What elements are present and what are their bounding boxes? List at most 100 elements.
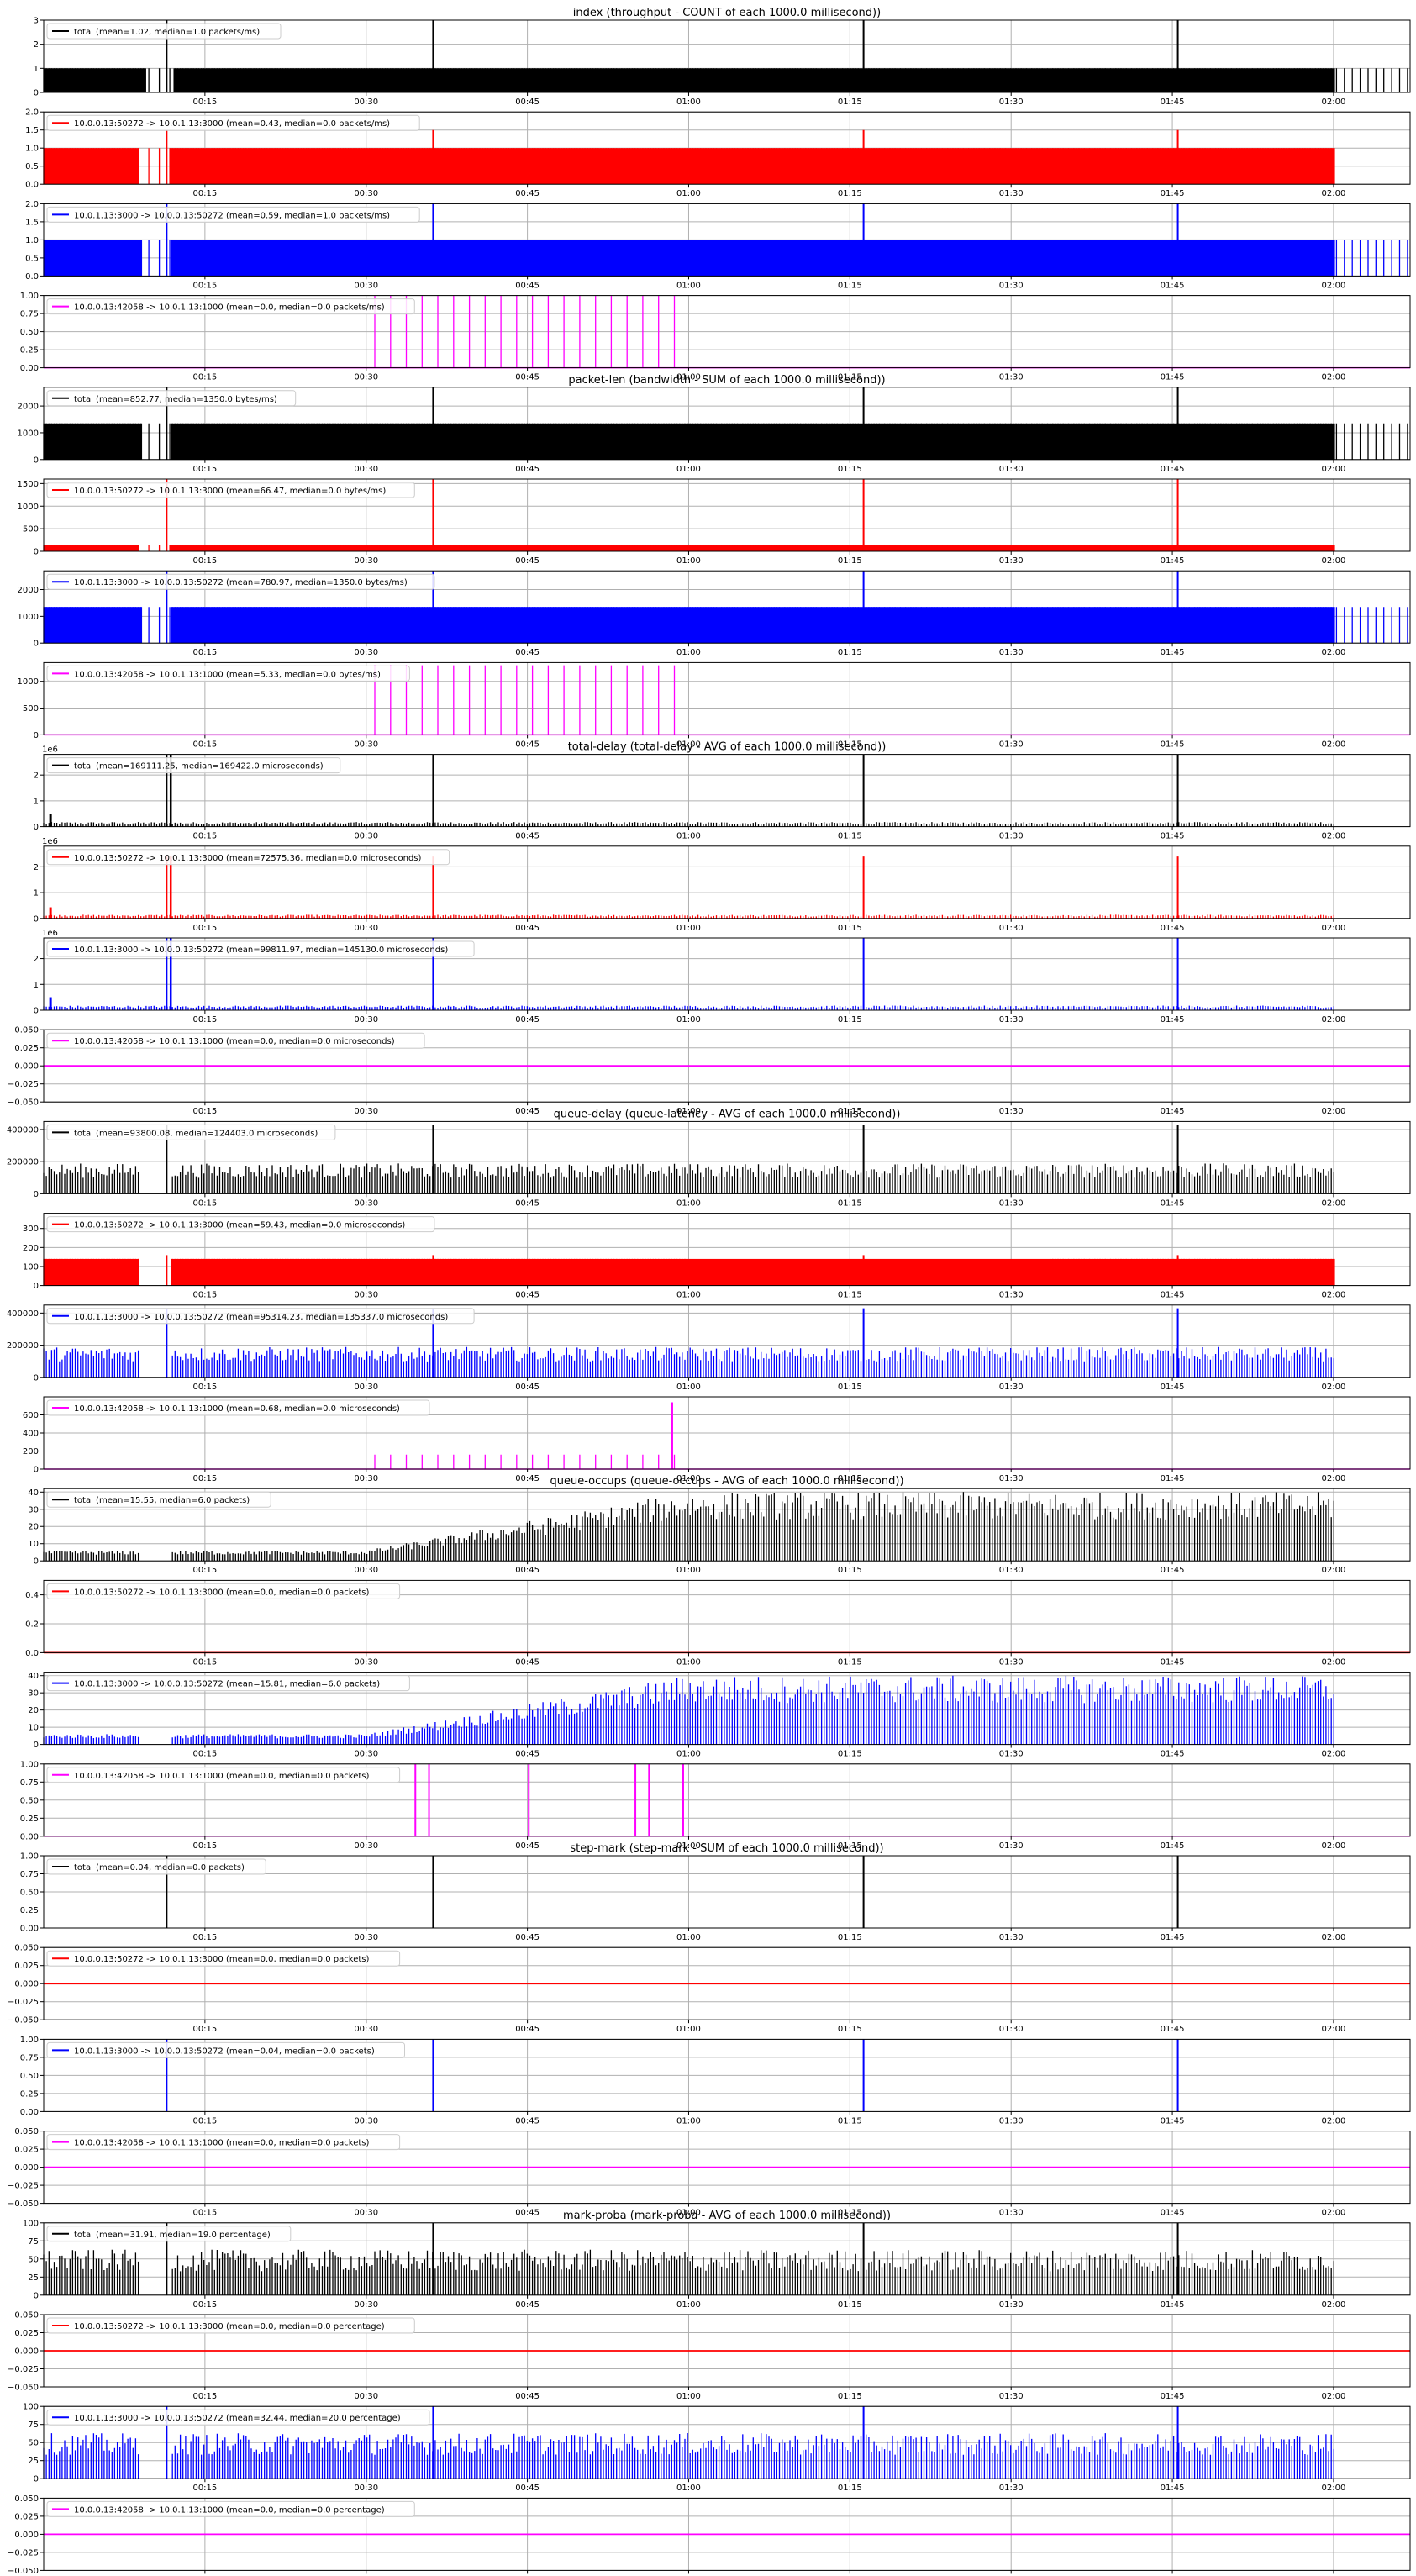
legend-label: 10.0.0.13:42058 -> 10.0.1.13:1000 (mean=… [74, 1037, 395, 1046]
x-tick-label: 01:45 [1161, 2484, 1185, 2493]
x-tick-label: 02:00 [1322, 189, 1346, 198]
x-tick-label: 01:30 [999, 1291, 1024, 1300]
plot-frame [43, 1946, 1411, 2020]
y-tick-label: 1 [34, 797, 39, 806]
subplot-title: index (throughput - COUNT of each 1000.0… [573, 7, 881, 19]
series-area [169, 148, 1335, 185]
y-tick-label: 2.0 [25, 108, 39, 118]
legend-label: 10.0.0.13:50272 -> 10.0.1.13:3000 (mean=… [74, 1955, 369, 1964]
x-tick-label: 02:00 [1322, 1291, 1346, 1300]
x-tick-label: 01:30 [999, 2484, 1024, 2493]
x-tick-label: 01:00 [676, 2209, 701, 2218]
x-tick-label: 00:45 [515, 373, 540, 382]
x-tick-label: 00:45 [515, 1015, 540, 1025]
y-tick-label: −0.050 [8, 2567, 39, 2576]
y-offset-text: 1e6 [42, 745, 58, 755]
x-tick-label: 01:30 [999, 648, 1024, 657]
x-tick-label: 01:00 [676, 740, 701, 749]
legend-label: 10.0.1.13:3000 -> 10.0.0.13:50272 (mean=… [74, 2414, 401, 2423]
x-tick-label: 01:15 [838, 1933, 862, 1942]
x-tick-label: 01:45 [1161, 2209, 1185, 2218]
x-tick-label: 01:45 [1161, 1107, 1185, 1116]
subplot-title: mark-proba (mark-proba - AVG of each 100… [563, 2210, 891, 2222]
y-tick-label: 100 [23, 1262, 39, 1272]
plot-frame [43, 2222, 1411, 2296]
x-tick-label: 00:15 [192, 832, 217, 841]
x-tick-label: 01:00 [676, 2392, 701, 2401]
plot-frame [43, 2131, 1411, 2205]
x-tick-label: 01:15 [838, 2300, 862, 2310]
legend: 10.0.0.13:50272 -> 10.0.1.13:3000 (mean=… [46, 1950, 401, 1967]
series-area [169, 545, 1335, 551]
plot-frame [43, 937, 1411, 1011]
y-tick-label: 400000 [7, 1125, 39, 1135]
y-tick-label: 0.025 [14, 1962, 39, 1971]
subplot-8: 0 1 2 00:15 00:30 00:45 01:00 01:15 01:30 01:45 02… [34, 741, 1411, 841]
y-tick-label: 0.50 [20, 1889, 39, 1898]
plot-frame [43, 754, 1411, 828]
x-tick-label: 00:15 [192, 1015, 217, 1025]
x-tick-label: 00:15 [192, 2300, 217, 2310]
x-tick-label: 00:45 [515, 740, 540, 749]
x-tick-label: 00:45 [515, 1933, 540, 1942]
subplot-26: 0 25 50 75 100 00:15 00:30 00:45 01:00 01:15 01:30… [23, 2403, 1411, 2493]
legend: total (mean=31.91, median=19.0 percentag… [46, 2226, 292, 2242]
x-tick-label: 02:00 [1322, 465, 1346, 474]
x-tick-label: 01:15 [838, 740, 862, 749]
x-tick-label: 00:30 [354, 556, 378, 566]
legend-label: 10.0.0.13:42058 -> 10.0.1.13:1000 (mean=… [74, 2505, 385, 2515]
subplot-9: 0 1 2 00:15 00:30 00:45 01:00 01:15 01:30 01:45 02… [34, 837, 1411, 933]
x-tick-label: 00:45 [515, 189, 540, 198]
x-tick-label: 02:00 [1322, 1107, 1346, 1116]
legend: total (mean=1.02, median=1.0 packets/ms) [46, 23, 282, 40]
x-tick-label: 01:00 [676, 2300, 701, 2310]
legend-label: 10.0.0.13:42058 -> 10.0.1.13:1000 (mean=… [74, 1404, 400, 1414]
subplot-15: 0 200 400 600 00:15 00:30 00:45 01:00 01:15 01:30… [23, 1396, 1411, 1483]
legend-box [46, 1124, 336, 1140]
x-tick-label: 01:15 [838, 1015, 862, 1025]
y-tick-label: −0.025 [8, 1998, 39, 2007]
y-tick-label: 0.025 [14, 2146, 39, 2155]
legend-label: total (mean=31.91, median=19.0 percentag… [74, 2231, 271, 2240]
x-tick-label: 00:45 [515, 832, 540, 841]
x-tick-label: 00:15 [192, 648, 217, 657]
x-tick-label: 01:15 [838, 97, 862, 107]
x-tick-label: 01:30 [999, 1657, 1024, 1667]
x-tick-label: 01:45 [1161, 1383, 1185, 1392]
legend-box [46, 23, 282, 40]
y-tick-label: 40 [28, 1672, 39, 1681]
x-tick-label: 00:15 [192, 1750, 217, 1759]
x-tick-label: 00:45 [515, 2116, 540, 2126]
legend-box [46, 390, 297, 407]
x-tick-label: 00:15 [192, 1291, 217, 1300]
legend: 10.0.1.13:3000 -> 10.0.0.13:50272 (mean=… [46, 573, 435, 590]
plot-frame [43, 19, 1411, 93]
y-offset-text: 1e6 [42, 837, 58, 846]
plot-frame [43, 478, 1411, 552]
x-tick-label: 00:45 [515, 2484, 540, 2493]
series-bars [374, 295, 676, 368]
x-tick-label: 01:45 [1161, 2116, 1185, 2126]
x-tick-label: 01:00 [676, 1015, 701, 1025]
x-tick-label: 00:15 [192, 1474, 217, 1483]
y-tick-label: 50 [28, 2439, 39, 2448]
x-tick-label: 01:45 [1161, 1198, 1185, 1208]
x-tick-label: 00:15 [192, 1933, 217, 1942]
x-tick-label: 00:15 [192, 1198, 217, 1208]
subplot-0: 0 1 2 3 00:15 00:30 00:45 01:00 01:15 01:30 01:45 0… [34, 7, 1411, 107]
legend: 10.0.0.13:42058 -> 10.0.1.13:1000 (mean=… [46, 1399, 430, 1416]
plot-frame [43, 2314, 1411, 2388]
y-tick-label: 10 [28, 1540, 39, 1549]
x-tick-label: 01:15 [838, 2116, 862, 2126]
x-tick-label: 01:00 [676, 281, 701, 290]
x-tick-label: 01:45 [1161, 2025, 1185, 2034]
x-tick-label: 00:45 [515, 1566, 540, 1575]
x-tick-label: 00:45 [515, 2209, 540, 2218]
y-tick-label: 2000 [18, 586, 39, 595]
legend-box [46, 1491, 271, 1508]
x-tick-label: 01:00 [676, 1750, 701, 1759]
x-tick-label: 00:45 [515, 648, 540, 657]
series-bars [374, 1454, 676, 1469]
y-tick-label: 0 [34, 1741, 39, 1750]
y-tick-label: 0 [34, 1007, 39, 1016]
